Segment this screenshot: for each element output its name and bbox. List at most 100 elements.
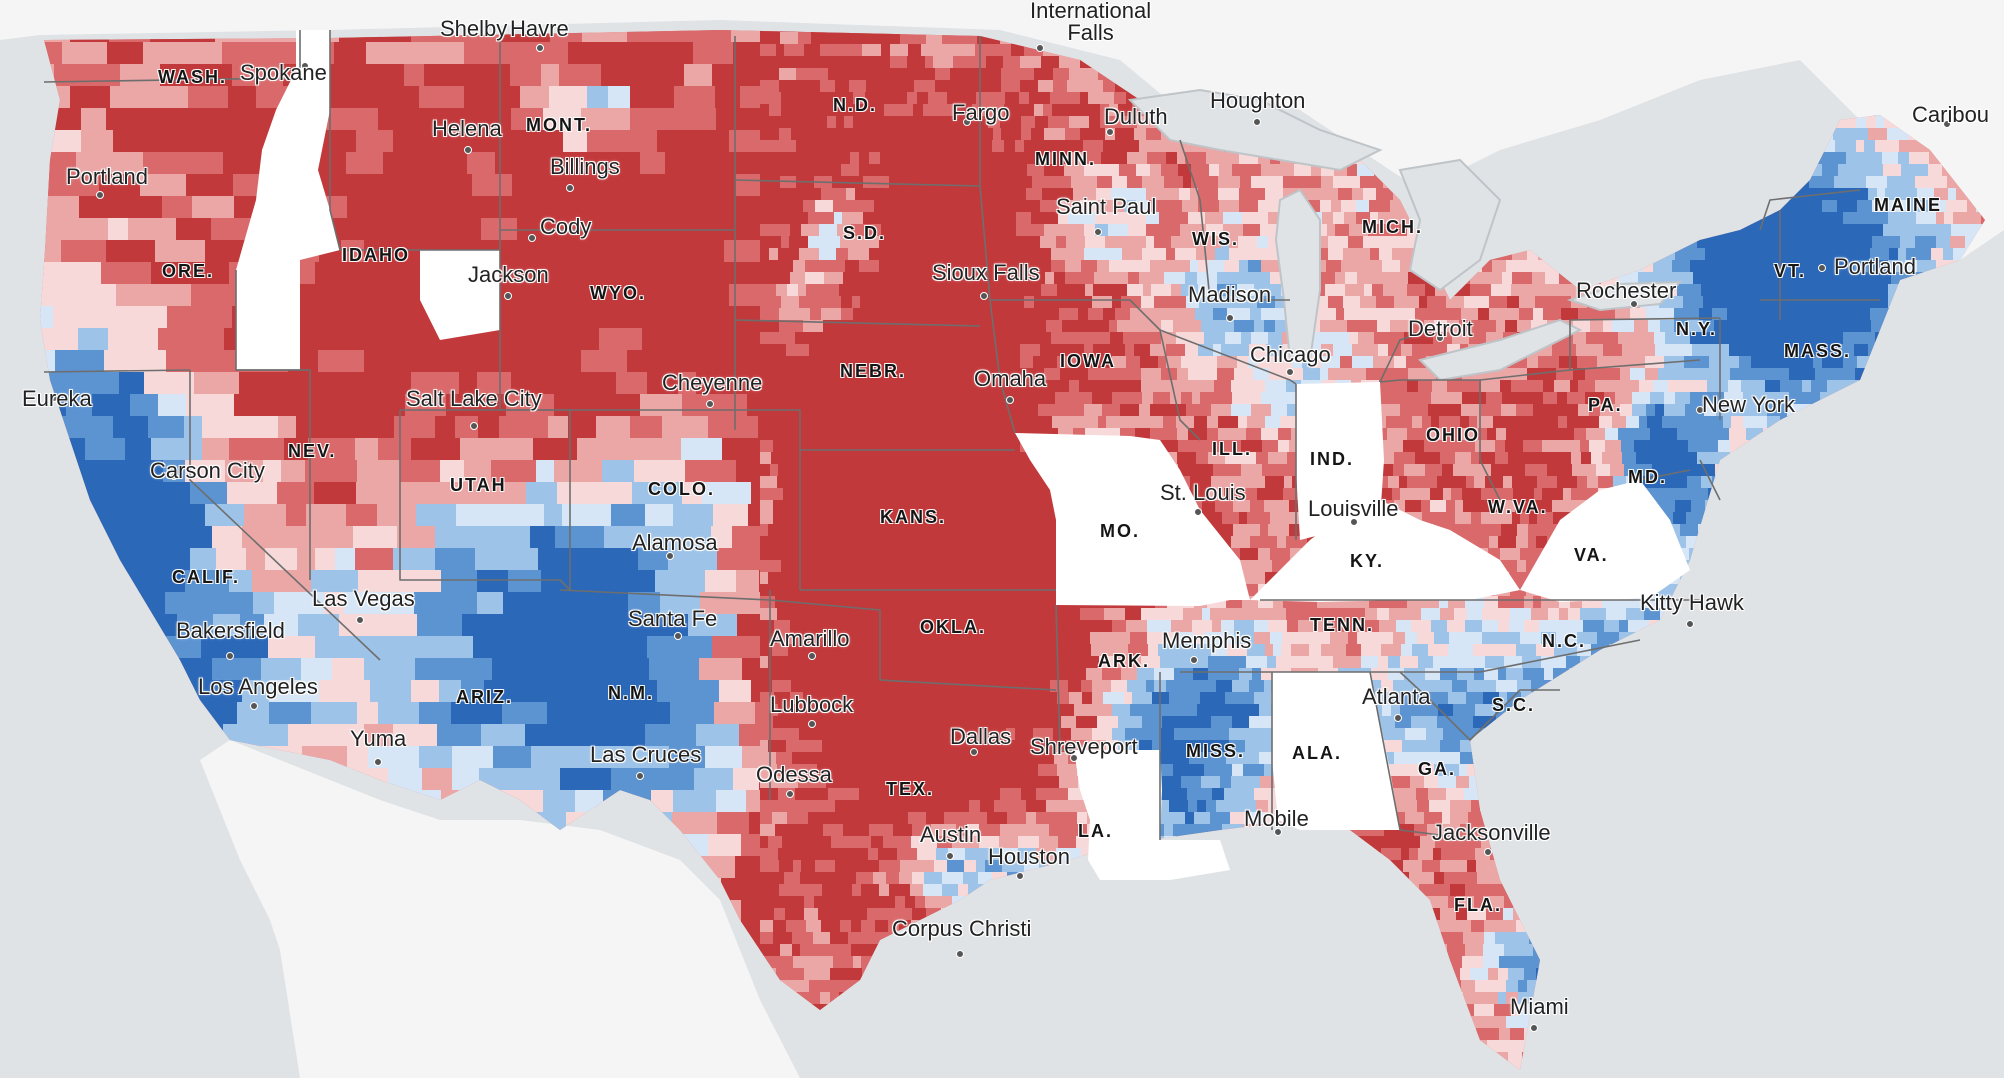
state-border-line	[1055, 604, 1074, 751]
city-marker-jackson	[504, 292, 512, 300]
lake-michigan	[1274, 188, 1321, 361]
state-label-nev: NEV.	[288, 441, 337, 461]
city-label-salt-lake-city: Salt Lake City	[406, 386, 542, 411]
great-lakes	[1127, 88, 1683, 382]
baja-land	[200, 740, 380, 1078]
state-label-minn: MINN.	[1035, 149, 1096, 169]
city-marker-atlanta	[1394, 714, 1402, 722]
city-marker-helena	[464, 146, 472, 154]
city-marker-corpus-christi	[956, 950, 964, 958]
state-label-ind: IND.	[1310, 449, 1354, 469]
no-data-states	[236, 30, 1690, 880]
city-marker-austin	[946, 852, 954, 860]
state-label-mont: MONT.	[526, 115, 592, 135]
state-border-line	[236, 369, 311, 580]
city-marker-alamosa	[666, 552, 674, 560]
state-label-nc: N.C.	[1542, 631, 1586, 651]
city-label-odessa: Odessa	[756, 762, 832, 787]
canada-land	[0, 0, 2004, 260]
state-label-ore: ORE.	[162, 261, 215, 281]
city-marker-rochester	[1630, 300, 1638, 308]
louisiana-shape	[1074, 750, 1230, 880]
city-marker-odessa	[786, 790, 794, 798]
city-label-austin: Austin	[920, 822, 982, 847]
state-border-line	[399, 410, 571, 591]
city-label-fargo: Fargo	[952, 100, 1010, 125]
city-label-carson-city: Carson City	[150, 458, 265, 483]
state-label-sd: S.D.	[843, 223, 887, 243]
lake-superior	[1127, 88, 1383, 172]
city-marker-caribou	[1943, 120, 1951, 128]
state-border-line	[1639, 469, 1691, 481]
city-label-portland-me: Portland	[1834, 254, 1916, 279]
city-marker-madison	[1226, 314, 1234, 322]
city-marker-new-york	[1696, 406, 1704, 414]
state-border-line	[296, 30, 301, 71]
state-border-line	[734, 319, 981, 327]
city-label-las-cruces: Las Cruces	[590, 742, 702, 767]
city-label-jackson: Jackson	[468, 262, 549, 287]
city-label-atlanta: Atlanta	[1362, 684, 1431, 709]
city-marker-billings	[566, 184, 574, 192]
state-label-nd: N.D.	[833, 95, 877, 115]
state-border-line	[43, 77, 301, 83]
state-border-line	[1759, 189, 1861, 231]
city-marker-houghton	[1253, 118, 1261, 126]
city-marker-jacksonville	[1484, 848, 1492, 856]
city-label-los-angeles: Los Angeles	[198, 674, 318, 699]
state-label-miss: MISS.	[1186, 741, 1246, 761]
city-marker-miami	[1530, 1024, 1538, 1032]
city-label-santa-fe: Santa Fe	[628, 606, 718, 631]
state-label-kans: KANS.	[880, 507, 947, 527]
city-marker-havre	[536, 44, 544, 52]
state-border-line	[340, 229, 735, 251]
city-marker-cheyenne	[706, 400, 714, 408]
city-label-chicago: Chicago	[1250, 342, 1331, 367]
city-label-shreveport: Shreveport	[1030, 734, 1138, 759]
state-label-mass: MASS.	[1784, 341, 1852, 361]
state-border-line	[1399, 671, 1560, 741]
city-label-louisville: Louisville	[1308, 496, 1399, 521]
city-label-detroit: Detroit	[1408, 316, 1473, 341]
city-label-st-louis: St. Louis	[1160, 480, 1246, 505]
state-border-line	[559, 589, 1057, 691]
salt-lake-gap	[420, 250, 500, 340]
city-label-caribou: Caribou	[1912, 102, 1990, 127]
state-label-idaho: IDAHO	[342, 245, 410, 265]
city-label-billings: Billings	[550, 154, 620, 179]
state-label-ariz: ARIZ.	[456, 687, 513, 707]
city-marker-eureka	[50, 394, 58, 402]
city-label-houghton: Houghton	[1210, 88, 1306, 113]
state-label-nm: N.M.	[608, 683, 654, 703]
state-label-ky: KY.	[1350, 551, 1385, 571]
state-label-tenn: TENN.	[1310, 615, 1374, 635]
state-border-line	[1369, 671, 1481, 841]
state-border-line	[1179, 139, 1290, 301]
state-label-tex: TEX.	[886, 779, 935, 799]
city-marker-fargo	[963, 118, 971, 126]
state-label-wis: WIS.	[1192, 229, 1239, 249]
city-marker-mobile	[1274, 828, 1282, 836]
city-label-jacksonville: Jacksonville	[1432, 820, 1551, 845]
city-marker-louisville	[1350, 518, 1358, 526]
city-marker-kitty-hawk	[1686, 620, 1694, 628]
state-label-maine: MAINE	[1874, 195, 1942, 215]
state-border-line	[1159, 329, 1297, 385]
city-label-omaha: Omaha	[974, 366, 1047, 391]
state-label-la: LA.	[1078, 821, 1113, 841]
state-label-wash: WASH.	[158, 67, 228, 87]
city-label-amarillo: Amarillo	[770, 626, 850, 651]
city-marker-spokane	[301, 62, 309, 70]
city-label-new-york: New York	[1702, 392, 1795, 417]
city-label-duluth: Duluth	[1104, 104, 1168, 129]
city-marker-international-falls	[1036, 44, 1044, 52]
state-label-utah: UTAH	[450, 475, 507, 495]
city-label-saint-paul: Saint Paul	[1056, 194, 1157, 219]
city-label-cody: Cody	[540, 214, 592, 239]
state-label-vt: VT.	[1774, 261, 1807, 281]
state-label-sc: S.C.	[1492, 695, 1536, 715]
state-label-nebr: NEBR.	[840, 361, 907, 381]
city-label-spokane: Spokane	[240, 60, 327, 85]
